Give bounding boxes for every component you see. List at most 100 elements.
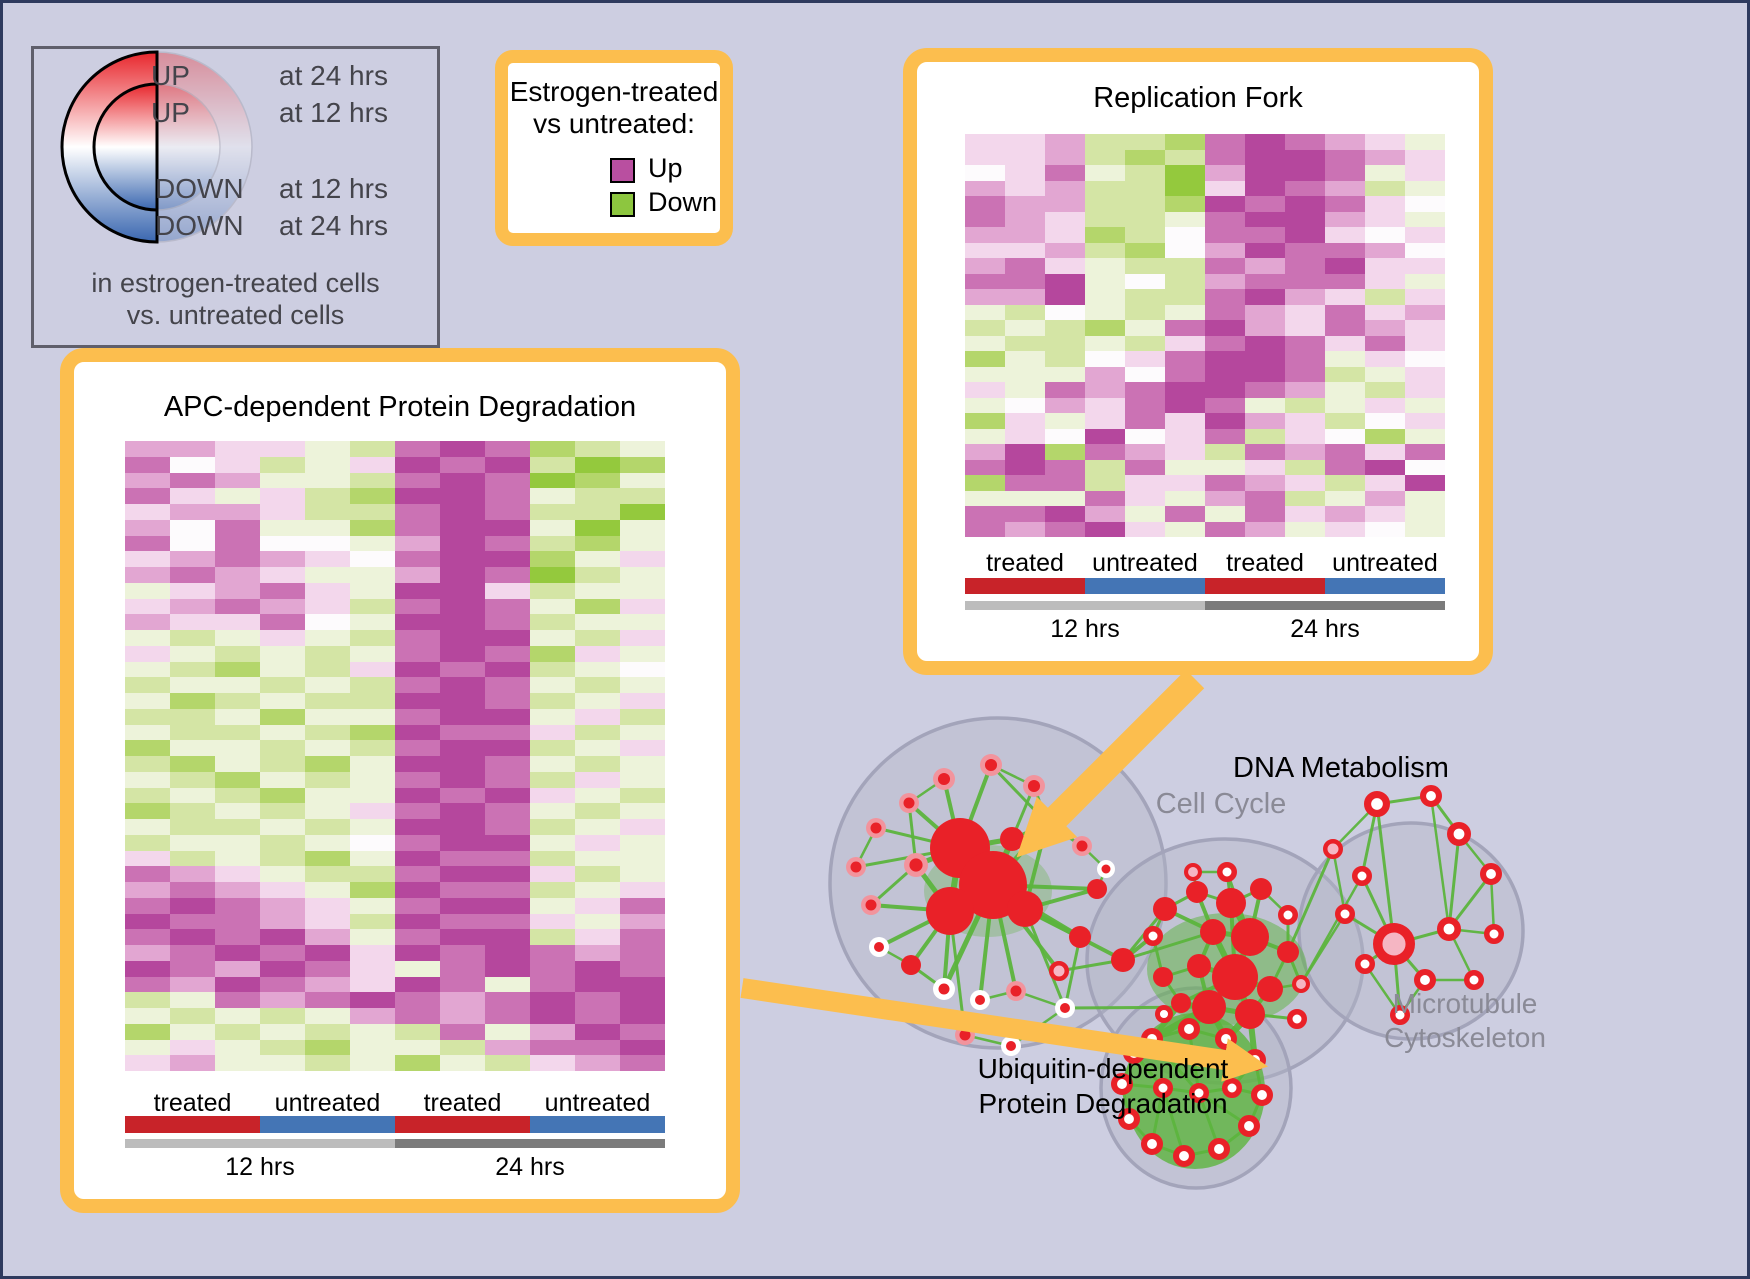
- heatmap-cell: [530, 724, 575, 741]
- heatmap-cell: [1245, 289, 1285, 305]
- heatmap-cell: [440, 834, 485, 851]
- heatmap-cell: [575, 819, 620, 835]
- heatmap-cell: [440, 1055, 485, 1071]
- heatmap-cell: [125, 630, 170, 646]
- heatmap-cell: [1005, 165, 1045, 181]
- heatmap-cell: [1125, 211, 1165, 227]
- heatmap-cell: [305, 834, 350, 851]
- heatmap-cell: [1045, 475, 1085, 491]
- heatmap-cell: [440, 1008, 485, 1024]
- heatmap-cell: [1325, 304, 1365, 320]
- heatmap-cell: [1045, 397, 1085, 413]
- heatmap-cell: [1245, 366, 1285, 382]
- heatmap-cell: [125, 504, 170, 520]
- heatmap-cell: [620, 504, 665, 520]
- heatmap-cell: [1125, 413, 1165, 429]
- heatmap-cell: [440, 645, 485, 662]
- heatmap-cell: [1125, 444, 1165, 460]
- heatmap-cell: [1165, 273, 1205, 289]
- heatmap-cell: [1085, 475, 1125, 491]
- heatmap-cell: [215, 441, 260, 457]
- heatmap-cell: [440, 582, 485, 599]
- heatmap-cell: [1245, 211, 1285, 227]
- heatmap-cell: [350, 756, 395, 772]
- heatmap-cell: [215, 708, 260, 725]
- heatmap-cell: [1325, 149, 1365, 165]
- updown-legend-title-line1: Estrogen-treated: [509, 76, 719, 107]
- heatmap-cell: [1125, 335, 1165, 351]
- heatmap-cell: [485, 582, 530, 599]
- heatmap-cell: [215, 882, 260, 898]
- heatmap-cell: [350, 897, 395, 914]
- heatmap-cell: [620, 1039, 665, 1056]
- heatmap-cell: [170, 630, 215, 646]
- heatmap-cell: [1285, 180, 1325, 196]
- heatmap-cell: [620, 834, 665, 851]
- heatmap-cell: [530, 834, 575, 851]
- heatmap-cell: [1045, 521, 1085, 537]
- heatmap-cell: [965, 134, 1005, 150]
- heatmap-cell: [1205, 211, 1245, 227]
- heatmap-cell: [170, 882, 215, 898]
- heatmap-cell: [575, 441, 620, 457]
- heatmap-cell: [305, 803, 350, 819]
- heatmap-cell: [305, 724, 350, 741]
- heatmap-cell: [575, 724, 620, 741]
- heatmap-cell: [575, 488, 620, 504]
- ubiquitin-degradation-label: Ubiquitin-dependent Protein Degradation: [953, 1051, 1253, 1121]
- heatmap-cell: [170, 519, 215, 536]
- heatmap-cell: [125, 598, 170, 615]
- heatmap-cell: [305, 677, 350, 693]
- heatmap-cell: [620, 929, 665, 945]
- heatmap-cell: [1285, 211, 1325, 227]
- heatmap-cell: [485, 1023, 530, 1040]
- heatmap-cell: [440, 630, 485, 646]
- heatmap-cell: [305, 1008, 350, 1024]
- heatmap-cell: [1165, 196, 1205, 212]
- heatmap-cell: [260, 708, 305, 725]
- heatmap-cell: [1325, 382, 1365, 398]
- heatmap-cell: [395, 519, 440, 536]
- heatmap-cell: [395, 630, 440, 646]
- heatmap-cell: [170, 771, 215, 788]
- heatmap-cell: [125, 913, 170, 930]
- heatmap-cell: [305, 661, 350, 678]
- heatmap-cell: [1085, 413, 1125, 429]
- heatmap-cell: [1005, 289, 1045, 305]
- heatmap-cell: [620, 582, 665, 599]
- heatmap-cell: [530, 456, 575, 473]
- heatmap-cell: [1405, 382, 1445, 398]
- heatmap-cell: [170, 708, 215, 725]
- heatmap-cell: [170, 598, 215, 615]
- heatmap-cell: [440, 488, 485, 504]
- heatmap-cell: [965, 459, 1005, 475]
- heatmap-cell: [1285, 382, 1325, 398]
- heatmap-cell: [305, 850, 350, 867]
- heatmap-cell: [170, 504, 215, 520]
- heatmap-cell: [1365, 320, 1405, 336]
- heatmap-cell: [1085, 397, 1125, 413]
- heatmap-cell: [530, 1023, 575, 1040]
- heatmap-cell: [1045, 335, 1085, 351]
- heatmap-cell: [620, 456, 665, 473]
- time-label: 24 hrs: [1290, 615, 1360, 643]
- heatmap-cell: [575, 614, 620, 630]
- heatmap-cell: [350, 913, 395, 930]
- heatmap-cell: [1165, 521, 1205, 537]
- heatmap-cell: [1325, 413, 1365, 429]
- heatmap-cell: [1125, 180, 1165, 196]
- ubiquitin-label-line1: Ubiquitin-dependent: [977, 1053, 1229, 1084]
- heatmap-cell: [965, 242, 1005, 258]
- heatmap-cell: [1045, 180, 1085, 196]
- heatmap-cell: [1165, 180, 1205, 196]
- heatmap-cell: [440, 472, 485, 489]
- heatmap-cell: [170, 693, 215, 709]
- heatmap-cell: [170, 677, 215, 693]
- heatmap-cell: [215, 661, 260, 678]
- heatmap-cell: [575, 945, 620, 961]
- heatmap-cell: [440, 756, 485, 772]
- heatmap-cell: [1165, 227, 1205, 243]
- heatmap-cell: [215, 771, 260, 788]
- heatmap-cell: [1005, 227, 1045, 243]
- heatmap-cell: [485, 866, 530, 882]
